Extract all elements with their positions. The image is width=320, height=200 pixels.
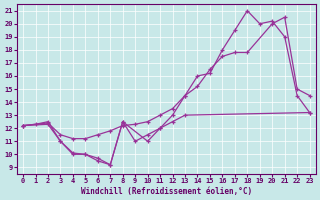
X-axis label: Windchill (Refroidissement éolien,°C): Windchill (Refroidissement éolien,°C): [81, 187, 252, 196]
